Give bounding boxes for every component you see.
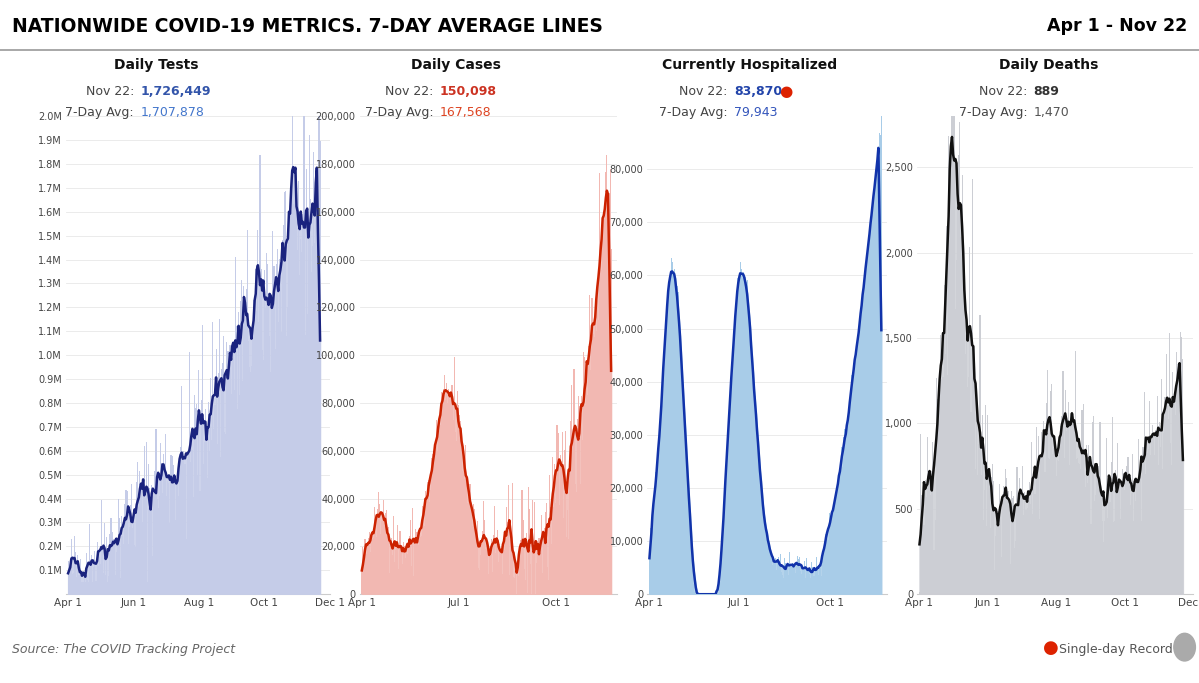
Text: Daily Tests: Daily Tests (114, 58, 198, 72)
Text: Single-day Record: Single-day Record (1059, 643, 1173, 656)
Text: Daily Cases: Daily Cases (411, 58, 500, 72)
Text: Nov 22:: Nov 22: (85, 85, 138, 98)
Text: 79,943: 79,943 (734, 106, 777, 119)
Text: 889: 889 (1034, 85, 1060, 98)
Text: 7-Day Avg:: 7-Day Avg: (958, 106, 1031, 119)
Text: 150,098: 150,098 (440, 85, 498, 98)
Text: Nov 22:: Nov 22: (679, 85, 731, 98)
Text: Source: The COVID Tracking Project: Source: The COVID Tracking Project (12, 643, 235, 656)
Text: Daily Deaths: Daily Deaths (1000, 58, 1098, 72)
Text: Nov 22:: Nov 22: (978, 85, 1031, 98)
Text: Nov 22:: Nov 22: (385, 85, 438, 98)
Circle shape (1174, 633, 1195, 661)
Text: Apr 1 - Nov 22: Apr 1 - Nov 22 (1047, 17, 1187, 35)
Text: ●: ● (1043, 639, 1059, 657)
Text: 7-Day Avg:: 7-Day Avg: (65, 106, 138, 119)
Text: 167,568: 167,568 (440, 106, 492, 119)
Text: ●: ● (779, 84, 793, 99)
Text: 1,707,878: 1,707,878 (140, 106, 204, 119)
Text: 7-Day Avg:: 7-Day Avg: (364, 106, 438, 119)
Text: Currently Hospitalized: Currently Hospitalized (662, 58, 837, 72)
Text: NATIONWIDE COVID-19 METRICS. 7-DAY AVERAGE LINES: NATIONWIDE COVID-19 METRICS. 7-DAY AVERA… (12, 17, 603, 36)
Text: 1,726,449: 1,726,449 (140, 85, 211, 98)
Text: 1,470: 1,470 (1034, 106, 1070, 119)
Text: 7-Day Avg:: 7-Day Avg: (658, 106, 731, 119)
Text: 83,870: 83,870 (734, 85, 782, 98)
